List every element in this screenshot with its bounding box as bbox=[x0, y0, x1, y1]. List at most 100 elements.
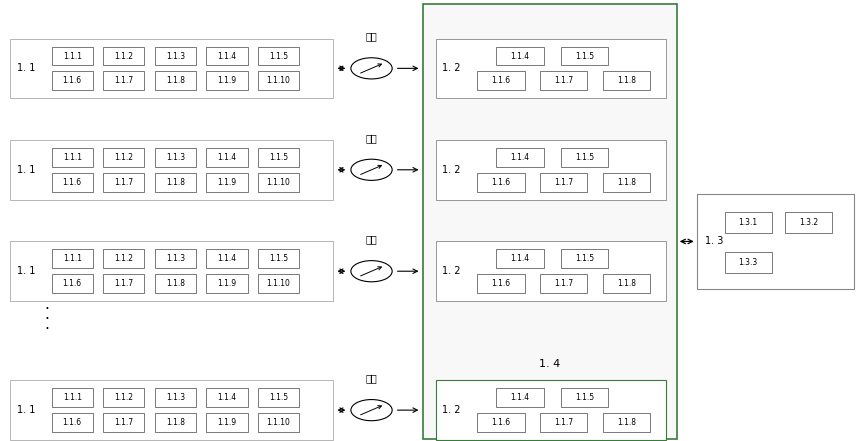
Text: 1.1.4: 1.1.4 bbox=[218, 52, 237, 60]
Bar bbox=[206, 413, 248, 432]
Bar bbox=[155, 274, 196, 293]
Text: 1.1.8: 1.1.8 bbox=[166, 418, 185, 427]
Text: 1.1.5: 1.1.5 bbox=[574, 393, 594, 402]
Text: 1.1.6: 1.1.6 bbox=[63, 279, 82, 288]
Bar bbox=[477, 71, 525, 90]
Bar bbox=[52, 148, 93, 167]
Text: 1.1.3: 1.1.3 bbox=[166, 52, 185, 60]
Bar bbox=[436, 140, 666, 199]
Text: .: . bbox=[45, 297, 50, 312]
Text: 1.1.4: 1.1.4 bbox=[218, 153, 237, 162]
Text: 1.1.7: 1.1.7 bbox=[554, 76, 574, 85]
Text: 1.1.8: 1.1.8 bbox=[617, 279, 636, 288]
Bar bbox=[603, 172, 650, 191]
Bar bbox=[52, 413, 93, 432]
Text: 1.1.2: 1.1.2 bbox=[114, 153, 133, 162]
Bar bbox=[785, 212, 832, 233]
Bar bbox=[206, 148, 248, 167]
Text: 1.1.6: 1.1.6 bbox=[63, 76, 82, 85]
Text: 1.1.4: 1.1.4 bbox=[218, 393, 237, 402]
Bar bbox=[477, 413, 525, 432]
Bar bbox=[540, 274, 587, 293]
Bar bbox=[155, 413, 196, 432]
Bar bbox=[258, 71, 299, 90]
Bar bbox=[258, 46, 299, 65]
Text: 1.1.5: 1.1.5 bbox=[574, 254, 594, 263]
Text: 1. 1: 1. 1 bbox=[16, 405, 35, 415]
Text: 1. 2: 1. 2 bbox=[442, 405, 461, 415]
Bar bbox=[436, 242, 666, 301]
Text: 1. 2: 1. 2 bbox=[442, 64, 461, 73]
Text: 光纤: 光纤 bbox=[366, 374, 378, 383]
Bar bbox=[103, 250, 144, 268]
Bar bbox=[436, 380, 666, 440]
Text: 1.1.2: 1.1.2 bbox=[114, 52, 133, 60]
Bar bbox=[206, 250, 248, 268]
Text: .: . bbox=[45, 317, 50, 332]
Bar bbox=[258, 413, 299, 432]
Text: 1.3.3: 1.3.3 bbox=[739, 258, 758, 267]
Text: 光纤: 光纤 bbox=[366, 235, 378, 244]
Text: 1.1.4: 1.1.4 bbox=[510, 393, 530, 402]
Text: 1.1.10: 1.1.10 bbox=[267, 178, 291, 187]
Bar bbox=[206, 274, 248, 293]
Text: 光纤: 光纤 bbox=[366, 133, 378, 143]
Bar bbox=[103, 388, 144, 407]
Text: 1. 2: 1. 2 bbox=[442, 266, 461, 276]
Bar bbox=[477, 274, 525, 293]
Text: 1.1.8: 1.1.8 bbox=[166, 178, 185, 187]
Text: 1.1.1: 1.1.1 bbox=[63, 254, 82, 263]
Text: 1.1.5: 1.1.5 bbox=[574, 52, 594, 60]
Text: 1.1.3: 1.1.3 bbox=[166, 254, 185, 263]
Text: 1.1.1: 1.1.1 bbox=[63, 393, 82, 402]
Text: 1.1.6: 1.1.6 bbox=[491, 178, 511, 187]
Text: 1.1.7: 1.1.7 bbox=[114, 418, 133, 427]
Text: 1.1.8: 1.1.8 bbox=[166, 76, 185, 85]
Bar bbox=[423, 4, 677, 439]
Text: 1.1.7: 1.1.7 bbox=[554, 279, 574, 288]
Text: 1.1.2: 1.1.2 bbox=[114, 254, 133, 263]
Text: 1.1.5: 1.1.5 bbox=[269, 153, 288, 162]
Text: 1. 2: 1. 2 bbox=[442, 165, 461, 175]
Text: 1.1.3: 1.1.3 bbox=[166, 393, 185, 402]
Bar bbox=[496, 250, 544, 268]
Bar bbox=[10, 242, 333, 301]
Bar bbox=[103, 274, 144, 293]
Bar bbox=[155, 46, 196, 65]
Bar bbox=[258, 274, 299, 293]
Text: 1. 4: 1. 4 bbox=[539, 359, 561, 369]
Text: 1.1.4: 1.1.4 bbox=[510, 153, 530, 162]
Text: 1.1.4: 1.1.4 bbox=[218, 254, 237, 263]
Bar bbox=[155, 148, 196, 167]
Bar bbox=[724, 252, 772, 273]
Text: 1. 1: 1. 1 bbox=[16, 64, 35, 73]
Text: 1.1.1: 1.1.1 bbox=[63, 52, 82, 60]
Bar bbox=[103, 148, 144, 167]
Text: 1.1.10: 1.1.10 bbox=[267, 76, 291, 85]
Text: .: . bbox=[45, 307, 50, 322]
Bar bbox=[206, 46, 248, 65]
Text: 1.1.9: 1.1.9 bbox=[218, 76, 237, 85]
Bar bbox=[155, 172, 196, 191]
Bar bbox=[52, 274, 93, 293]
Text: 1.1.7: 1.1.7 bbox=[114, 76, 133, 85]
Text: 1.1.1: 1.1.1 bbox=[63, 153, 82, 162]
Bar bbox=[540, 71, 587, 90]
Bar bbox=[155, 250, 196, 268]
Bar bbox=[10, 380, 333, 440]
Text: 1.1.7: 1.1.7 bbox=[554, 418, 574, 427]
Text: 1.3.2: 1.3.2 bbox=[799, 218, 818, 227]
Text: 1.1.9: 1.1.9 bbox=[218, 279, 237, 288]
Bar bbox=[561, 388, 608, 407]
Bar bbox=[155, 71, 196, 90]
Bar bbox=[540, 413, 587, 432]
Bar bbox=[103, 71, 144, 90]
Text: 1.1.6: 1.1.6 bbox=[491, 76, 511, 85]
Text: 1. 3: 1. 3 bbox=[704, 236, 723, 247]
Text: 1.1.6: 1.1.6 bbox=[491, 418, 511, 427]
Text: 1.3.1: 1.3.1 bbox=[739, 218, 758, 227]
Text: 1.1.9: 1.1.9 bbox=[218, 178, 237, 187]
Bar bbox=[52, 250, 93, 268]
Bar bbox=[52, 71, 93, 90]
Bar bbox=[561, 148, 608, 167]
